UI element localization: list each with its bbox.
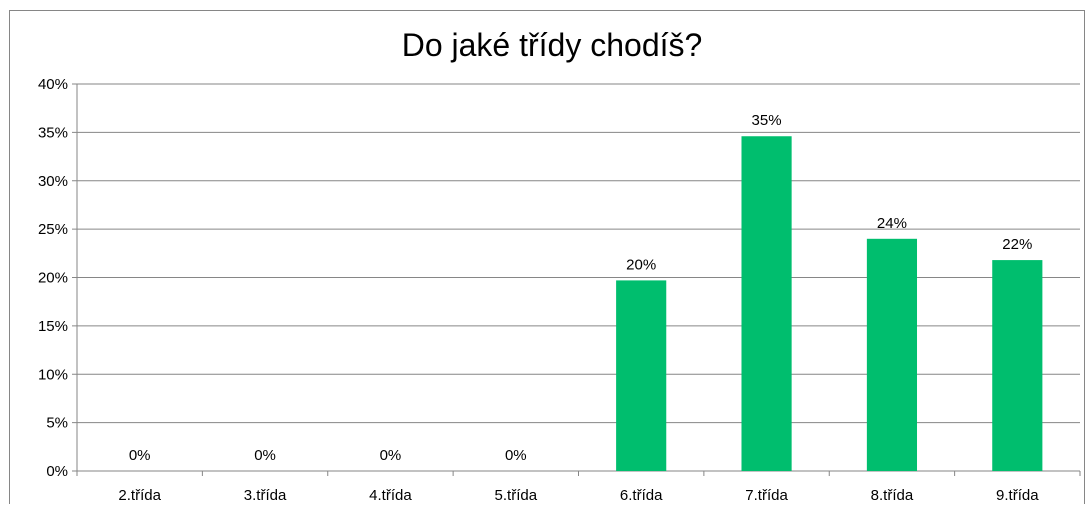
x-tick-label: 4.třída	[369, 487, 412, 504]
data-label: 0%	[380, 447, 402, 464]
data-label: 0%	[505, 447, 527, 464]
x-tick-label: 8.třída	[871, 487, 914, 504]
bar	[866, 238, 918, 471]
data-label: 22%	[1002, 236, 1032, 253]
x-tick-label: 5.třída	[495, 487, 538, 504]
gridlines	[77, 83, 1080, 424]
y-tick-label: 10%	[38, 366, 68, 383]
bar	[741, 136, 792, 471]
data-label: 35%	[752, 112, 782, 129]
data-label: 20%	[626, 256, 656, 273]
data-label: 24%	[877, 215, 907, 232]
chart-title: Do jaké třídy chodíš?	[402, 27, 703, 63]
bar	[616, 280, 667, 471]
y-tick-label: 5%	[46, 415, 68, 432]
x-tick-label: 2.třída	[118, 487, 161, 504]
x-tick-label: 6.třída	[620, 487, 663, 504]
y-tick-label: 15%	[38, 318, 68, 335]
data-label: 0%	[129, 447, 151, 464]
labels: 0% 5% 10% 15% 20% 25% 30% 35% 40% 0% 2.třída 0% 3.tř…	[38, 76, 1039, 504]
x-tick-label: 7.třída	[745, 487, 788, 504]
y-tick-label: 25%	[38, 221, 68, 238]
x-tick-label: 9.třída	[996, 487, 1039, 504]
y-tick-label: 35%	[38, 124, 68, 141]
y-tick-label: 20%	[38, 270, 68, 287]
y-tick-label: 0%	[46, 463, 68, 480]
bars	[616, 136, 1043, 471]
data-label: 0%	[254, 447, 276, 464]
axes	[72, 83, 1081, 476]
x-tick-label: 3.třída	[244, 487, 287, 504]
y-tick-label: 30%	[38, 173, 68, 190]
y-tick-label: 40%	[38, 76, 68, 93]
bar	[992, 260, 1043, 471]
